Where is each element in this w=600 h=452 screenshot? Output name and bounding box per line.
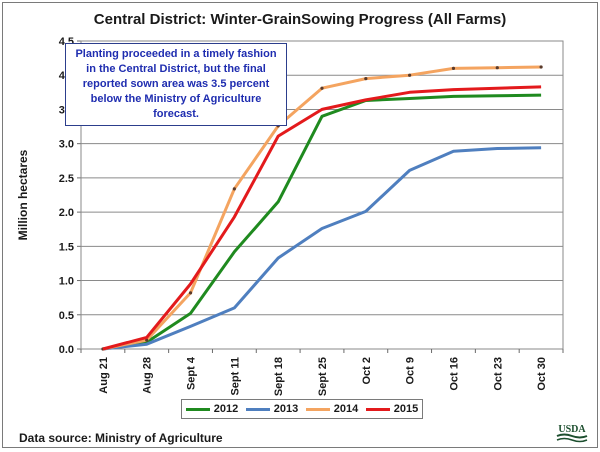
data-point-2014 (539, 65, 543, 69)
series-line-2012 (102, 93, 542, 351)
y-tick-label: 0.5 (59, 310, 74, 322)
data-point-2014 (320, 86, 324, 90)
y-tick-label: 0.0 (59, 344, 74, 356)
x-tick-label: Oct 9 (405, 357, 417, 385)
legend-label: 2013 (273, 403, 299, 415)
y-tick-label: 3.0 (59, 139, 74, 151)
data-point-2014 (232, 187, 236, 191)
legend-item-2015: 2015 (365, 403, 419, 415)
y-tick-label: 1.5 (59, 241, 74, 253)
legend-item-2014: 2014 (305, 403, 359, 415)
x-tick-label: Oct 30 (536, 357, 548, 391)
y-tick-label: 2.0 (59, 207, 74, 219)
x-tick-label: Oct 16 (448, 357, 460, 391)
plot-area (80, 40, 564, 350)
legend-swatch (185, 407, 210, 411)
series-line-2015 (102, 85, 542, 351)
data-point-2014 (495, 66, 499, 70)
y-tick-label: 1.0 (59, 276, 74, 288)
legend-swatch (305, 407, 330, 411)
series-line-2013 (102, 146, 542, 351)
data-point-2014 (188, 291, 193, 295)
data-point-2014 (408, 73, 412, 77)
x-tick-label: Oct 2 (361, 357, 373, 385)
x-tick-label: Sept 25 (317, 357, 329, 396)
legend-swatch (365, 407, 390, 411)
y-axis-label: Million hectares (16, 149, 30, 240)
chart-annotation: Planting proceeded in a timely fashion i… (65, 43, 287, 126)
usda-logo-text: USDA (558, 424, 586, 435)
usda-logo: USDA (556, 424, 588, 443)
legend-label: 2014 (333, 403, 359, 415)
x-tick-label: Sept 18 (273, 357, 285, 396)
legend-swatch (245, 407, 270, 411)
x-tick-label: Aug 21 (98, 357, 110, 394)
data-source-note: Data source: Ministry of Agriculture (19, 431, 223, 445)
data-point-2014 (145, 338, 149, 342)
x-tick-label: Sept 4 (186, 356, 198, 390)
legend-item-2013: 2013 (245, 403, 299, 415)
chart-title: Central District: Winter-GrainSowing Pro… (93, 11, 507, 28)
legend-label: 2012 (213, 403, 239, 415)
x-tick-label: Oct 23 (492, 357, 504, 391)
data-point-2014 (364, 77, 368, 81)
chart-legend: 2012 2013 2014 2015 (181, 399, 423, 419)
x-tick-label: Aug 28 (142, 357, 154, 394)
legend-item-2012: 2012 (185, 403, 239, 415)
legend-label: 2015 (393, 403, 419, 415)
data-point-2014 (451, 66, 456, 70)
y-tick-label: 2.5 (59, 173, 74, 185)
x-tick-label: Sept 11 (229, 357, 241, 396)
